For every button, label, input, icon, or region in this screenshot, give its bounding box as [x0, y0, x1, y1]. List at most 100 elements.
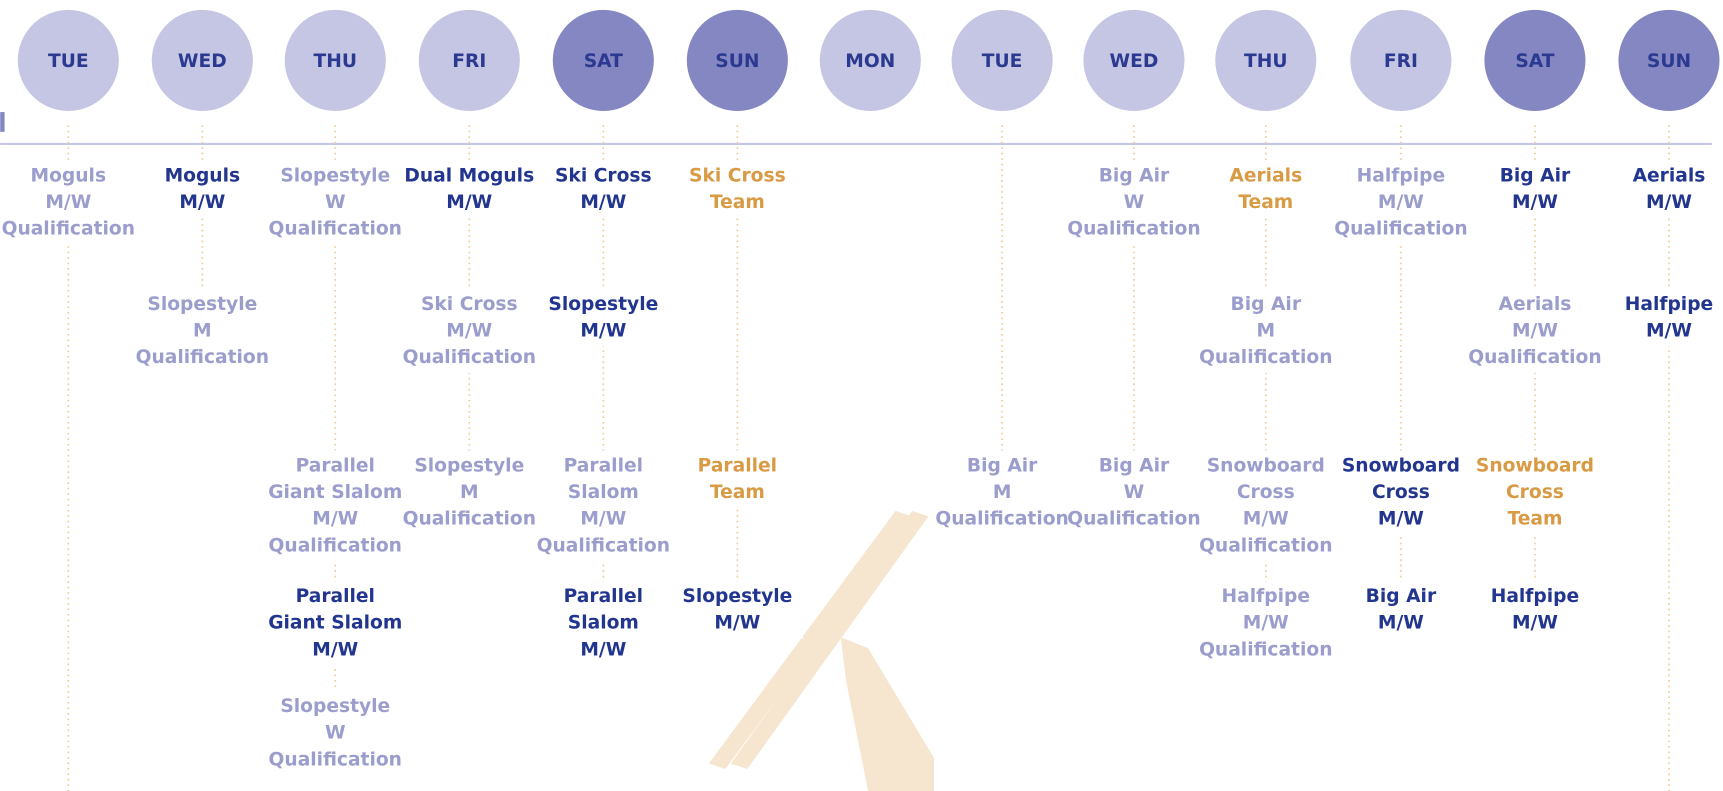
event-text: Qualification: [269, 219, 402, 240]
event-text: Qualification: [269, 749, 402, 770]
day-circle: [1618, 9, 1720, 111]
day-circle: [1215, 9, 1317, 111]
event-bg: [1199, 288, 1332, 374]
event-bg: [1603, 160, 1723, 218]
event-text: M/W: [312, 639, 358, 660]
day-circle: [552, 9, 654, 111]
event-text: M/W: [1512, 321, 1558, 342]
event-text: Aerials: [1499, 294, 1572, 315]
event-bg: [1335, 160, 1467, 245]
event-text: Qualification: [1334, 219, 1467, 240]
event-text: Team: [1238, 192, 1293, 213]
event-text: M: [460, 482, 479, 503]
event-text: Halfpipe: [1357, 165, 1445, 186]
event-text: Cross: [1237, 482, 1295, 503]
event-bg: [1335, 450, 1467, 535]
event-text: Slopestyle: [280, 696, 390, 717]
event-text: M/W: [179, 192, 225, 213]
event-bg: [1068, 160, 1200, 245]
event-text: Slalom: [568, 482, 639, 503]
event-text: Big Air: [1231, 294, 1302, 315]
event-text: M/W: [1243, 509, 1289, 530]
event-text: M/W: [1378, 192, 1424, 213]
day-circle: [819, 9, 921, 111]
event-text: Giant Slalom: [268, 482, 402, 503]
day-label: FRI: [452, 51, 486, 72]
event-bg: [136, 288, 269, 374]
event-text: M/W: [1646, 192, 1692, 213]
day-circle: [17, 9, 119, 111]
event-text: Team: [710, 482, 765, 503]
event-text: Qualification: [1468, 347, 1601, 368]
event-text: Parallel: [296, 586, 375, 607]
day-label: SAT: [1515, 51, 1554, 72]
event-text: M/W: [1378, 613, 1424, 634]
event-bg: [1068, 450, 1200, 535]
event-bg: [1199, 450, 1332, 562]
event-text: Big Air: [1099, 455, 1170, 476]
event-text: Slopestyle: [414, 455, 524, 476]
event-text: M/W: [1243, 613, 1289, 634]
event-text: Parallel: [564, 586, 643, 607]
day-label: THU: [1244, 51, 1288, 72]
day-circle: [284, 9, 386, 111]
edge-mark: [0, 112, 5, 132]
event-text: Snowboard: [1207, 455, 1325, 476]
event-bg: [1335, 581, 1467, 639]
event-text: Qualification: [935, 509, 1068, 530]
event-text: Parallel: [296, 455, 375, 476]
event-text: Cross: [1506, 482, 1564, 503]
event-bg: [269, 160, 402, 245]
event-text: M/W: [580, 321, 626, 342]
background-skier: [708, 510, 935, 791]
event-bg: [671, 581, 804, 639]
event-text: M/W: [580, 509, 626, 530]
event-text: Big Air: [1500, 165, 1571, 186]
event-text: M: [193, 321, 212, 342]
event-text: Ski Cross: [555, 165, 652, 186]
event-bg: [936, 450, 1069, 535]
event-text: Halfpipe: [1625, 294, 1713, 315]
event-text: M/W: [45, 192, 91, 213]
event-text: Aerials: [1633, 165, 1706, 186]
day-label: TUE: [48, 51, 89, 72]
event-text: Aerials: [1229, 165, 1302, 186]
event-bg: [537, 288, 670, 347]
event-text: Ski Cross: [421, 294, 518, 315]
event-text: Qualification: [269, 535, 402, 556]
event-text: Qualification: [1067, 219, 1200, 240]
event-bg: [2, 160, 135, 245]
event-text: Big Air: [1366, 586, 1437, 607]
event-text: Slalom: [568, 613, 639, 634]
event-text: Slopestyle: [280, 165, 390, 186]
event-text: M: [1256, 321, 1275, 342]
event-bg: [269, 581, 402, 666]
event-bg: [1469, 581, 1601, 639]
day-label: SUN: [1647, 51, 1691, 72]
event-text: M/W: [1512, 192, 1558, 213]
day-circle: [1350, 9, 1452, 111]
day-label: WED: [1110, 51, 1159, 72]
event-text: Qualification: [1199, 347, 1332, 368]
event-bg: [136, 160, 269, 218]
event-text: Slopestyle: [147, 294, 257, 315]
day-circle: [1083, 9, 1185, 111]
event-bg: [537, 160, 670, 218]
day-circle: [418, 9, 520, 111]
event-bg: [269, 691, 402, 776]
event-text: Slopestyle: [682, 586, 792, 607]
event-text: Team: [1507, 509, 1562, 530]
event-bg: [403, 450, 536, 535]
day-circle: [951, 9, 1053, 111]
event-text: Moguls: [31, 165, 107, 186]
event-text: W: [1124, 192, 1145, 213]
event-text: Parallel: [564, 455, 643, 476]
event-text: M/W: [1512, 613, 1558, 634]
event-text: Team: [710, 192, 765, 213]
event-bg: [671, 160, 804, 218]
event-text: Halfpipe: [1491, 586, 1579, 607]
event-text: M: [993, 482, 1012, 503]
event-text: M/W: [446, 321, 492, 342]
event-text: Qualification: [2, 219, 135, 240]
